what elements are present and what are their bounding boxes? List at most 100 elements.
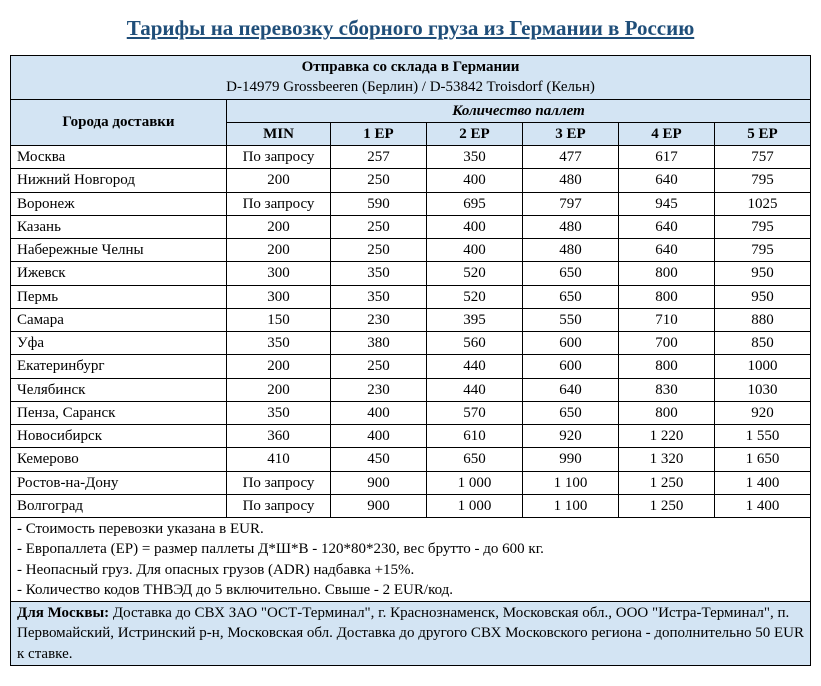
value-cell: 617 <box>619 146 715 169</box>
city-cell: Волгоград <box>11 494 227 517</box>
origin-title: Отправка со склада в Германии <box>17 57 804 77</box>
table-row: Кемерово4104506509901 3201 650 <box>11 448 811 471</box>
col-2ep: 2 EP <box>427 122 523 145</box>
value-cell: 1 100 <box>523 494 619 517</box>
value-cell: 1 000 <box>427 471 523 494</box>
value-cell: 250 <box>331 355 427 378</box>
origin-detail: D-14979 Grossbeeren (Берлин) / D-53842 T… <box>17 77 804 97</box>
value-cell: 610 <box>427 425 523 448</box>
value-cell: 350 <box>427 146 523 169</box>
origin-header-cell: Отправка со склада в Германии D-14979 Gr… <box>11 56 811 100</box>
value-cell: 795 <box>715 215 811 238</box>
notes-cell: - Стоимость перевозки указана в EUR. - Е… <box>11 518 811 602</box>
value-cell: 1 320 <box>619 448 715 471</box>
value-cell: 1 100 <box>523 471 619 494</box>
value-cell: 950 <box>715 262 811 285</box>
value-cell: 200 <box>227 215 331 238</box>
value-cell: По запросу <box>227 146 331 169</box>
value-cell: 1 220 <box>619 425 715 448</box>
origin-header-row: Отправка со склада в Германии D-14979 Gr… <box>11 56 811 100</box>
value-cell: 797 <box>523 192 619 215</box>
value-cell: 300 <box>227 285 331 308</box>
city-cell: Набережные Челны <box>11 239 227 262</box>
note-line: - Стоимость перевозки указана в EUR. <box>17 519 804 539</box>
value-cell: 830 <box>619 378 715 401</box>
value-cell: 795 <box>715 239 811 262</box>
city-cell: Кемерово <box>11 448 227 471</box>
footnote-bold: Для Москвы: <box>17 605 113 621</box>
table-row: Екатеринбург2002504406008001000 <box>11 355 811 378</box>
city-cell: Уфа <box>11 332 227 355</box>
value-cell: 300 <box>227 262 331 285</box>
table-row: Ижевск300350520650800950 <box>11 262 811 285</box>
table-row: Самара150230395550710880 <box>11 308 811 331</box>
footnote-text: Доставка до СВХ ЗАО "ОСТ-Терминал", г. К… <box>17 605 804 662</box>
col-4ep: 4 EP <box>619 122 715 145</box>
footnote-row: Для Москвы: Доставка до СВХ ЗАО "ОСТ-Тер… <box>11 602 811 666</box>
city-cell: Екатеринбург <box>11 355 227 378</box>
value-cell: 600 <box>523 355 619 378</box>
value-cell: 800 <box>619 355 715 378</box>
value-cell: 480 <box>523 215 619 238</box>
city-cell: Новосибирск <box>11 425 227 448</box>
col-3ep: 3 EP <box>523 122 619 145</box>
value-cell: 920 <box>523 425 619 448</box>
value-cell: 950 <box>715 285 811 308</box>
city-cell: Самара <box>11 308 227 331</box>
value-cell: 200 <box>227 378 331 401</box>
col-1ep: 1 EP <box>331 122 427 145</box>
value-cell: 480 <box>523 169 619 192</box>
value-cell: 1000 <box>715 355 811 378</box>
value-cell: 410 <box>227 448 331 471</box>
value-cell: 230 <box>331 308 427 331</box>
value-cell: 250 <box>331 239 427 262</box>
value-cell: 360 <box>227 425 331 448</box>
city-cell: Москва <box>11 146 227 169</box>
value-cell: 1025 <box>715 192 811 215</box>
value-cell: 380 <box>331 332 427 355</box>
value-cell: 440 <box>427 355 523 378</box>
value-cell: 640 <box>619 169 715 192</box>
value-cell: 850 <box>715 332 811 355</box>
value-cell: 900 <box>331 494 427 517</box>
value-cell: 477 <box>523 146 619 169</box>
value-cell: 350 <box>331 262 427 285</box>
footnote-cell: Для Москвы: Доставка до СВХ ЗАО "ОСТ-Тер… <box>11 602 811 666</box>
value-cell: 440 <box>427 378 523 401</box>
table-row: МоскваПо запросу257350477617757 <box>11 146 811 169</box>
city-cell: Казань <box>11 215 227 238</box>
value-cell: 650 <box>523 401 619 424</box>
value-cell: 570 <box>427 401 523 424</box>
value-cell: 695 <box>427 192 523 215</box>
note-line: - Неопасный груз. Для опасных грузов (AD… <box>17 560 804 580</box>
value-cell: 640 <box>619 215 715 238</box>
table-row: Пермь300350520650800950 <box>11 285 811 308</box>
value-cell: 1 000 <box>427 494 523 517</box>
note-line: - Европаллета (EP) = размер паллеты Д*Ш*… <box>17 539 804 559</box>
value-cell: 250 <box>331 215 427 238</box>
value-cell: 350 <box>227 332 331 355</box>
value-cell: 1 650 <box>715 448 811 471</box>
table-row: Новосибирск3604006109201 2201 550 <box>11 425 811 448</box>
value-cell: 1 250 <box>619 471 715 494</box>
value-cell: 1 400 <box>715 494 811 517</box>
city-cell: Ростов-на-Дону <box>11 471 227 494</box>
value-cell: 795 <box>715 169 811 192</box>
city-cell: Пермь <box>11 285 227 308</box>
value-cell: 1 400 <box>715 471 811 494</box>
value-cell: 400 <box>331 401 427 424</box>
value-cell: 400 <box>427 239 523 262</box>
cities-column-header: Города доставки <box>11 99 227 146</box>
value-cell: 520 <box>427 262 523 285</box>
page: Тарифы на перевозку сборного груза из Ге… <box>0 0 821 686</box>
city-cell: Воронеж <box>11 192 227 215</box>
value-cell: 257 <box>331 146 427 169</box>
value-cell: 900 <box>331 471 427 494</box>
value-cell: По запросу <box>227 192 331 215</box>
value-cell: 990 <box>523 448 619 471</box>
value-cell: 200 <box>227 239 331 262</box>
value-cell: 650 <box>523 285 619 308</box>
value-cell: По запросу <box>227 494 331 517</box>
table-row: Челябинск2002304406408301030 <box>11 378 811 401</box>
value-cell: 640 <box>523 378 619 401</box>
